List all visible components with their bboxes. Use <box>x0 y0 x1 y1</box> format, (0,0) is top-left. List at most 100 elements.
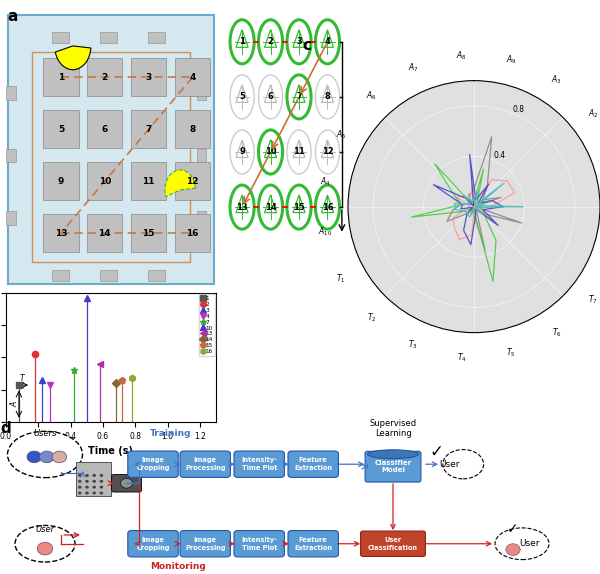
Ellipse shape <box>287 130 311 174</box>
Text: c: c <box>302 38 311 53</box>
Ellipse shape <box>287 20 311 64</box>
User 4 <box>485 181 492 188</box>
User 2 <box>452 193 460 200</box>
Circle shape <box>78 474 82 477</box>
Text: 16: 16 <box>187 228 199 238</box>
Text: $A_9$: $A_9$ <box>506 54 517 67</box>
Text: User
Classification: User Classification <box>368 537 418 550</box>
FancyBboxPatch shape <box>8 14 214 284</box>
Line: User 1: User 1 <box>447 137 522 251</box>
User 2 <box>488 176 495 183</box>
User 3 <box>470 207 478 214</box>
User 2 <box>470 204 478 211</box>
Text: Supervised
Learning: Supervised Learning <box>370 419 416 439</box>
User 4 <box>466 151 473 158</box>
Text: Intensity-
Time Plot: Intensity- Time Plot <box>241 537 277 550</box>
Text: 15: 15 <box>142 228 155 238</box>
Text: 7: 7 <box>146 125 152 134</box>
Ellipse shape <box>259 185 283 229</box>
User 5 <box>460 192 467 199</box>
FancyBboxPatch shape <box>87 110 122 148</box>
FancyBboxPatch shape <box>87 214 122 252</box>
Text: 3: 3 <box>146 73 152 82</box>
Text: $T_6$: $T_6$ <box>552 327 562 339</box>
Text: Users: Users <box>33 429 57 439</box>
User 3 <box>478 197 485 204</box>
Text: User: User <box>35 525 55 534</box>
Ellipse shape <box>7 431 83 478</box>
User 3 <box>479 206 487 213</box>
Line: User 2: User 2 <box>453 180 515 239</box>
User 4 <box>430 181 437 188</box>
User 5 <box>519 203 526 210</box>
User 4 <box>459 201 466 208</box>
Text: Classifier
Model: Classifier Model <box>374 460 412 474</box>
Ellipse shape <box>316 130 340 174</box>
FancyBboxPatch shape <box>6 211 16 225</box>
FancyBboxPatch shape <box>131 214 166 252</box>
User 3 <box>480 166 487 173</box>
Ellipse shape <box>259 20 283 64</box>
FancyBboxPatch shape <box>148 32 165 44</box>
User 3 <box>470 199 477 206</box>
Text: a: a <box>7 9 17 24</box>
User 4 <box>499 203 506 210</box>
User 1 <box>443 218 451 225</box>
Circle shape <box>92 480 96 483</box>
User 4 <box>472 210 479 217</box>
Wedge shape <box>165 170 196 197</box>
FancyBboxPatch shape <box>100 32 117 44</box>
Text: 5: 5 <box>58 125 64 134</box>
User 3 <box>469 204 476 211</box>
Text: 7: 7 <box>296 92 302 102</box>
User 5 <box>519 203 526 210</box>
User 1 <box>472 203 479 210</box>
User 4 <box>470 203 477 210</box>
User 4 <box>463 195 470 202</box>
User 4 <box>479 206 487 213</box>
Circle shape <box>85 474 89 477</box>
FancyBboxPatch shape <box>148 270 165 281</box>
Circle shape <box>100 486 103 488</box>
Text: 10: 10 <box>265 148 277 157</box>
Circle shape <box>506 544 520 556</box>
User 1 <box>470 210 477 216</box>
FancyBboxPatch shape <box>175 162 210 200</box>
Ellipse shape <box>287 75 311 119</box>
User 5 <box>464 210 471 217</box>
FancyBboxPatch shape <box>175 110 210 148</box>
FancyBboxPatch shape <box>87 162 122 200</box>
Text: 11: 11 <box>293 148 305 157</box>
FancyBboxPatch shape <box>361 531 425 556</box>
User 2 <box>466 203 473 210</box>
User 3 <box>458 201 465 208</box>
User 3 <box>481 200 488 207</box>
User 1 <box>472 203 479 210</box>
Text: $T_5$: $T_5$ <box>506 347 516 359</box>
User 1 <box>518 220 526 227</box>
User 4 <box>467 241 475 248</box>
Text: $A_4$: $A_4$ <box>320 176 330 188</box>
Text: 11: 11 <box>142 177 155 185</box>
Text: Intensity-
Time Plot: Intensity- Time Plot <box>241 457 277 471</box>
FancyBboxPatch shape <box>76 462 111 496</box>
Circle shape <box>40 451 54 463</box>
User 5 <box>472 205 479 212</box>
User 1 <box>484 183 491 190</box>
Text: $T_7$: $T_7$ <box>589 293 598 306</box>
User 3 <box>470 203 478 210</box>
Text: 8: 8 <box>325 92 331 102</box>
Line: User 4: User 4 <box>433 154 503 245</box>
Wedge shape <box>55 46 91 69</box>
Text: 12: 12 <box>322 148 334 157</box>
User 1 <box>465 191 472 198</box>
User 2 <box>449 215 457 222</box>
Legend: 1, 2, 3, 4, 7, 10, 13, 14, 15, 16: 1, 2, 3, 4, 7, 10, 13, 14, 15, 16 <box>199 294 215 356</box>
FancyBboxPatch shape <box>52 270 70 281</box>
Text: 9: 9 <box>58 177 64 185</box>
Text: User: User <box>440 460 460 469</box>
Text: 5: 5 <box>239 92 245 102</box>
User 2 <box>491 219 499 226</box>
Circle shape <box>52 451 67 463</box>
Ellipse shape <box>316 20 340 64</box>
